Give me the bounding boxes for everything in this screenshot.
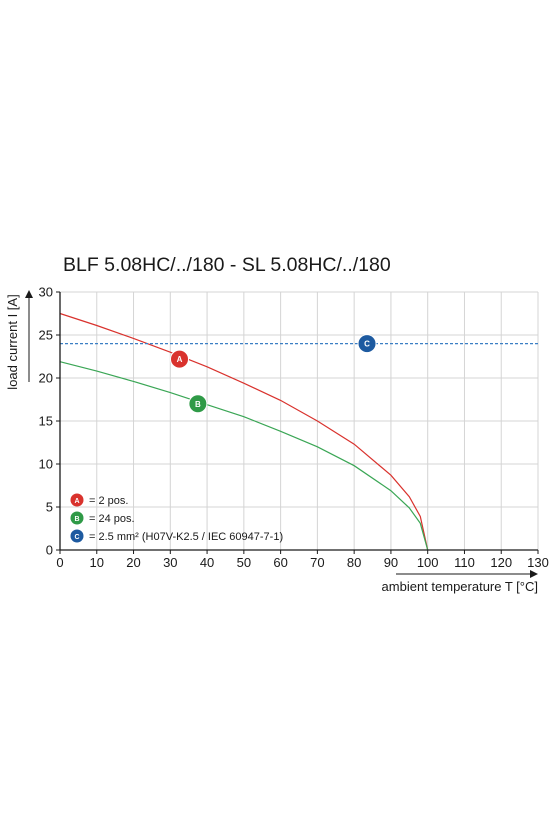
series-line-b (59, 361, 429, 551)
x-axis-label: ambient temperature T [°C] (382, 579, 538, 594)
series-line-a (59, 312, 429, 551)
x-tick-label: 40 (200, 555, 214, 570)
y-tick-label: 30 (39, 285, 53, 300)
legend: A = 2 pos. B = 24 pos. C = 2.5 mm² (H07V-K2.5… (70, 493, 283, 543)
x-tick-label: 0 (56, 555, 63, 570)
series-badge-letter-a: A (177, 355, 183, 364)
series-badge-letter-b: B (195, 400, 201, 409)
x-tick-label: 90 (384, 555, 398, 570)
legend-badge-letter-c: C (74, 534, 79, 541)
x-tick-label: 30 (163, 555, 177, 570)
series-badge-b (188, 394, 208, 414)
legend-label-b: = 24 pos. (89, 513, 135, 525)
legend-badge-a (70, 493, 84, 507)
series-badge-a (170, 349, 189, 369)
legend-label-a: = 2 pos. (89, 495, 128, 507)
x-tick-label: 110 (454, 555, 475, 570)
x-tick-label: 20 (126, 555, 140, 570)
series-badge-c (357, 334, 377, 354)
series-group (59, 312, 538, 551)
x-tick-label: 50 (237, 555, 251, 570)
x-axis-arrowhead (530, 570, 538, 578)
x-tick-label: 60 (273, 555, 287, 570)
y-tick-label: 5 (46, 500, 53, 515)
tick-labels: 0 10 20 30 40 50 60 70 80 90 100 110 120 130 0 5 10 15 20 2… (39, 285, 549, 571)
y-tick-label: 10 (39, 457, 53, 472)
x-tick-label: 100 (417, 555, 439, 570)
x-tick-label: 10 (90, 555, 104, 570)
y-axis-label: load current I [A] (5, 294, 20, 389)
legend-badge-letter-b: B (74, 516, 79, 523)
series-badge-letter-c: C (364, 340, 370, 349)
x-tick-label: 120 (490, 555, 512, 570)
y-tick-label: 15 (39, 414, 53, 429)
y-axis-arrowhead (25, 290, 33, 298)
chart-title: BLF 5.08HC/../180 - SL 5.08HC/../180 (63, 254, 391, 276)
legend-label-c: = 2.5 mm² (H07V-K2.5 / IEC 60947-7-1) (89, 531, 283, 543)
series-badges: A B C (170, 334, 377, 414)
grid (60, 291, 539, 550)
y-tick-label: 0 (46, 543, 53, 558)
x-tick-label: 70 (310, 555, 324, 570)
legend-badge-b (70, 511, 84, 525)
x-tick-label: 80 (347, 555, 361, 570)
legend-badge-c (70, 529, 84, 543)
x-tick-label: 130 (527, 555, 549, 570)
y-tick-label: 20 (39, 371, 53, 386)
legend-badge-letter-a: A (74, 498, 79, 505)
y-tick-label: 25 (39, 328, 53, 343)
